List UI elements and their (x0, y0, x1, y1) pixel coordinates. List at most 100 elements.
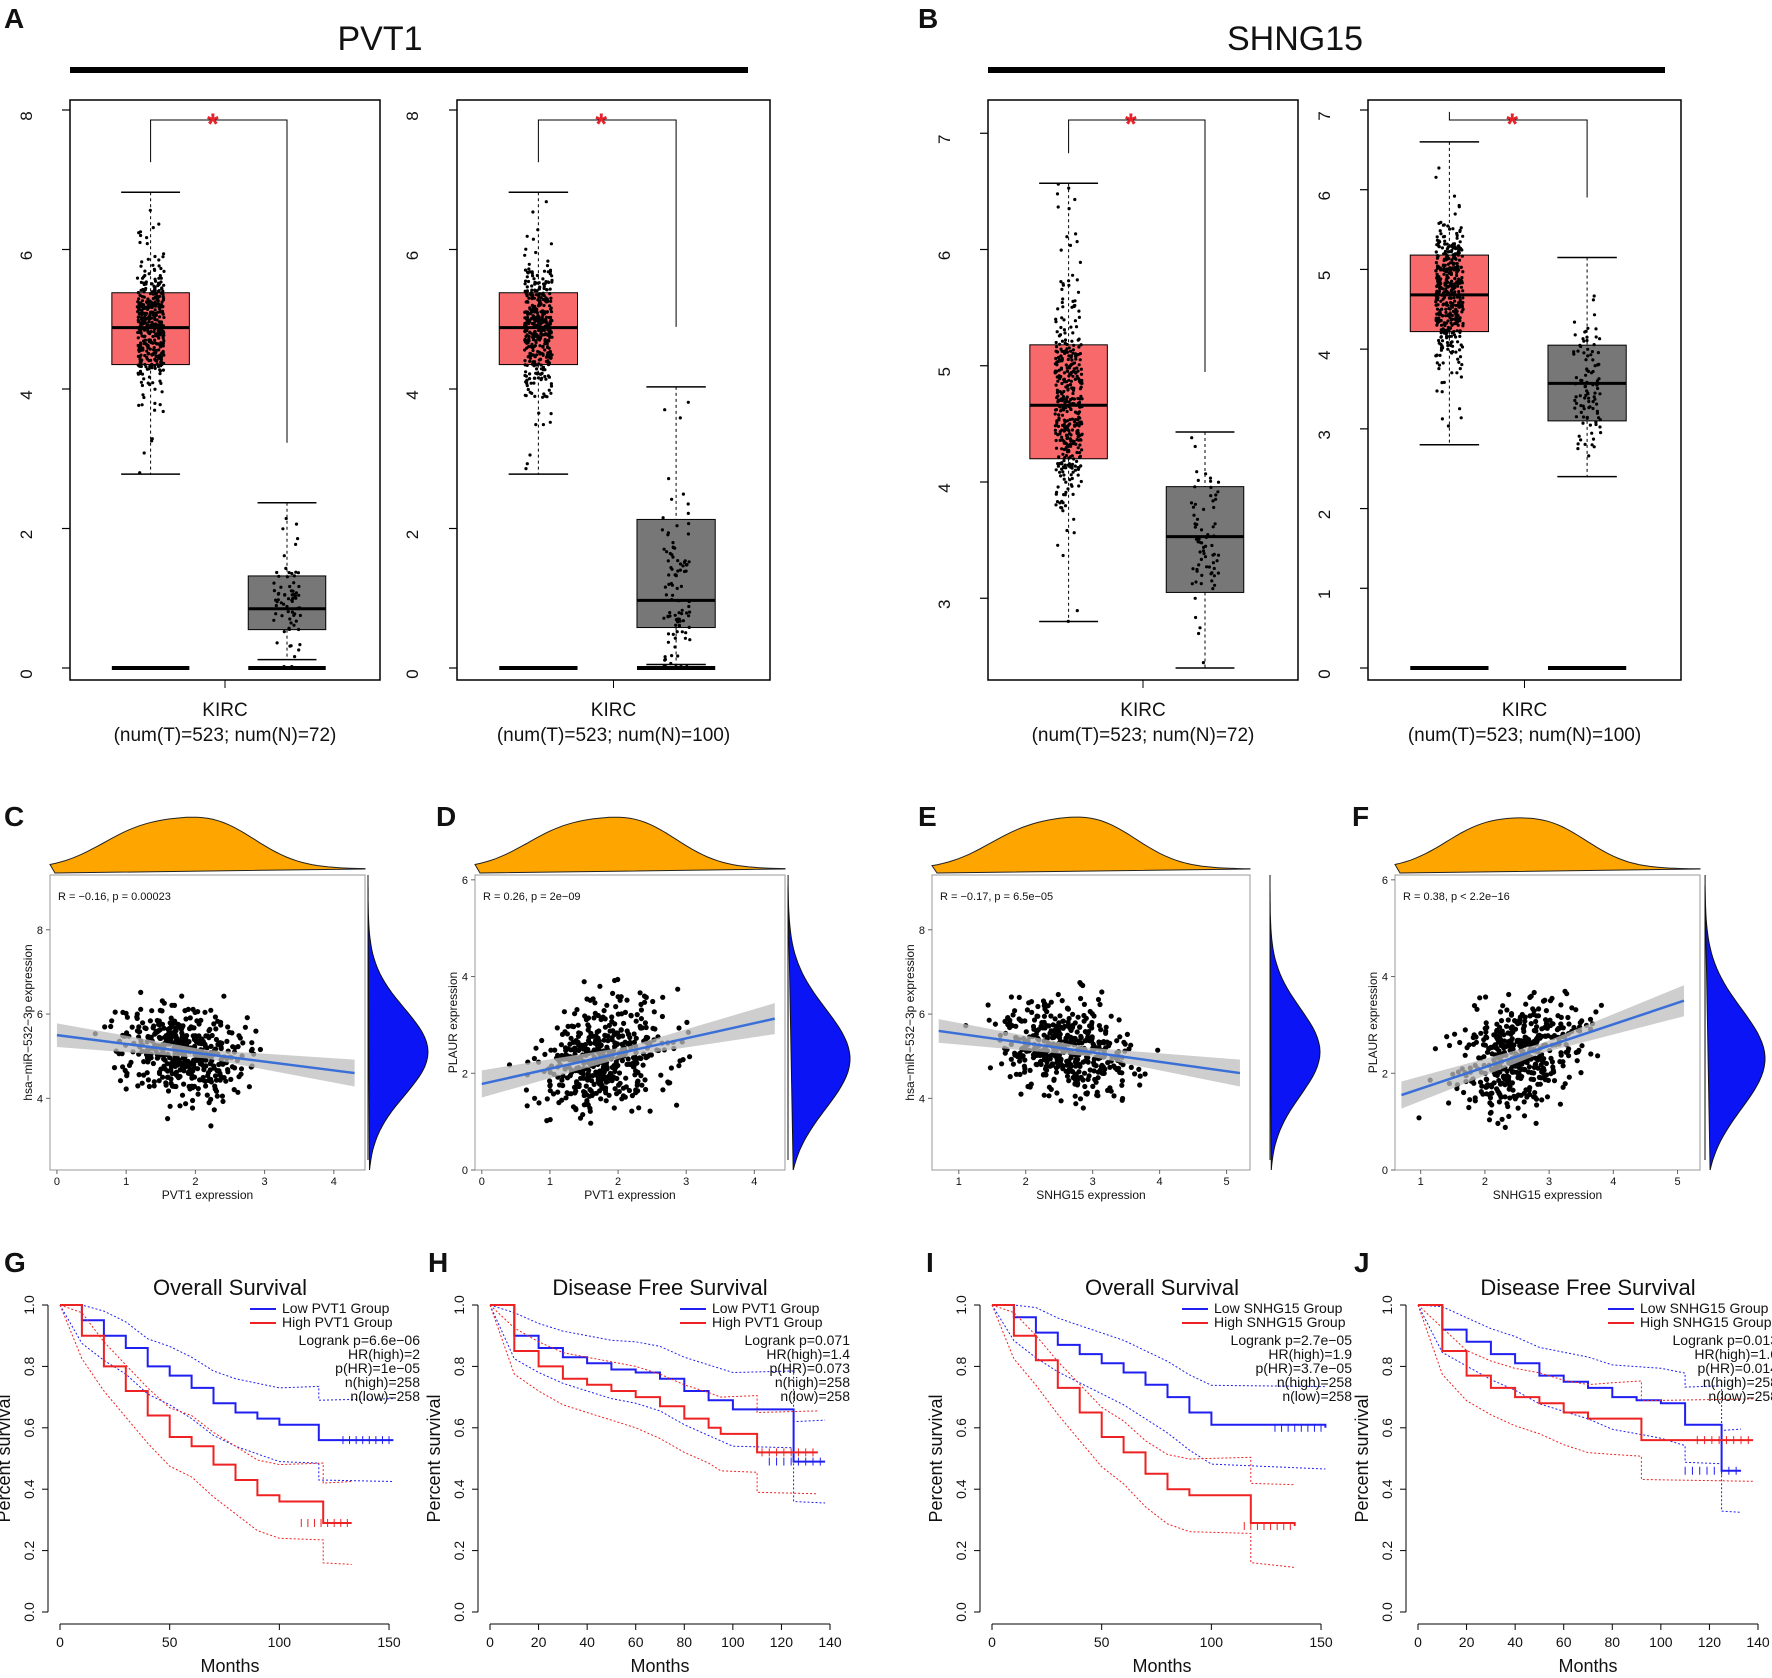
data-point (581, 979, 587, 985)
normal-point (1585, 338, 1589, 343)
y-axis-label: Percent survival (926, 1394, 946, 1522)
tumor-point (1434, 291, 1438, 295)
tumor-point (1448, 261, 1452, 265)
data-point (1501, 1032, 1507, 1038)
tumor-point (1437, 338, 1441, 343)
tumor-point (1443, 263, 1447, 267)
tumor-point (1439, 331, 1443, 335)
correlation-stat: R = −0.16, p = 0.00023 (58, 891, 171, 903)
data-point (1070, 1075, 1076, 1081)
data-point (571, 1084, 578, 1090)
data-point (634, 1082, 640, 1088)
normal-point (678, 416, 682, 420)
normal-point (675, 524, 679, 528)
tumor-point (523, 338, 527, 342)
normal-point (1213, 583, 1217, 587)
normal-point (292, 596, 296, 600)
tumor-point (1067, 283, 1071, 287)
data-point (1068, 1027, 1074, 1033)
normal-point (1197, 537, 1201, 541)
normal-point (1573, 333, 1577, 337)
normal-point (1591, 383, 1595, 387)
tumor-point (139, 233, 143, 238)
data-point (602, 1024, 609, 1030)
tumor-point (524, 394, 528, 398)
tumor-point (157, 302, 161, 306)
data-point (1593, 1009, 1599, 1015)
data-point (1022, 1057, 1028, 1063)
normal-point (1591, 358, 1595, 362)
normal-point (1210, 543, 1214, 548)
tumor-point (1450, 279, 1454, 283)
data-point (109, 1018, 115, 1024)
tumor-point (1056, 433, 1060, 437)
data-point (183, 1101, 189, 1107)
tumor-point (1458, 367, 1462, 371)
marginal-density-x (474, 816, 786, 874)
data-point (575, 1039, 581, 1045)
tumor-point (1079, 479, 1083, 484)
data-point (1059, 998, 1065, 1004)
data-point (249, 1040, 255, 1046)
tumor-point (1060, 499, 1064, 503)
tumor-point (1054, 340, 1058, 345)
data-point (1496, 1048, 1502, 1054)
tumor-point (1063, 493, 1067, 497)
tumor-point (537, 300, 542, 304)
data-point (163, 1082, 169, 1088)
normal-point (294, 619, 298, 623)
data-point (1007, 1017, 1013, 1023)
data-point (622, 1039, 628, 1045)
data-point (181, 1068, 187, 1074)
tumor-point (531, 210, 535, 214)
normal-point (1212, 566, 1216, 571)
data-point (1007, 1074, 1013, 1080)
tumor-point (1067, 378, 1071, 382)
plot-frame (49, 874, 366, 1171)
data-point (138, 1006, 144, 1012)
normal-point (1193, 444, 1197, 449)
data-point (203, 1033, 209, 1039)
data-point (208, 1079, 214, 1085)
normal-point (666, 640, 671, 644)
normal-point (1587, 396, 1591, 400)
sample-counts: (num(T)=523; num(N)=100) (497, 725, 730, 746)
data-point (1533, 1018, 1539, 1025)
data-point (1498, 1018, 1505, 1024)
tumor-point (527, 267, 531, 271)
tumor-point (1054, 446, 1059, 450)
normal-point (290, 571, 294, 576)
data-point (1117, 1069, 1123, 1075)
data-point (1089, 1035, 1095, 1041)
tumor-point (528, 330, 532, 334)
regression-line (481, 1017, 776, 1086)
tumor-point (1061, 452, 1065, 456)
data-point (208, 1043, 214, 1049)
data-point (200, 1038, 206, 1045)
x-tick-label: 100 (268, 1634, 292, 1650)
tumor-point (1066, 357, 1070, 362)
panel-letter-a: A (4, 3, 24, 34)
normal-point (1582, 351, 1586, 355)
tumor-point (1459, 375, 1463, 379)
tumor-point (1455, 273, 1459, 278)
y-tick-label: 0.6 (953, 1418, 969, 1438)
data-point (1068, 1055, 1074, 1061)
data-point (1041, 1032, 1047, 1038)
tumor-point (151, 226, 155, 230)
data-point (550, 1091, 557, 1097)
km-stat: n(high)=258 (775, 1374, 850, 1390)
tumor-point (146, 297, 150, 301)
data-point (1066, 1062, 1072, 1068)
normal-box (1165, 486, 1245, 593)
tumor-point (532, 308, 536, 313)
tumor-point (1076, 431, 1080, 435)
normal-point (1584, 329, 1588, 333)
data-point (605, 1038, 611, 1044)
data-point (570, 1104, 577, 1110)
data-point (1486, 1046, 1492, 1052)
data-point (645, 1053, 651, 1060)
data-point (1562, 1081, 1568, 1087)
normal-point (679, 665, 683, 669)
tumor-point (155, 334, 159, 338)
